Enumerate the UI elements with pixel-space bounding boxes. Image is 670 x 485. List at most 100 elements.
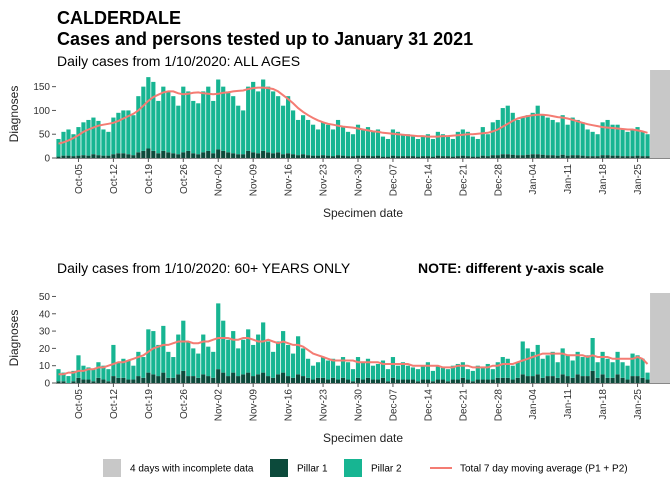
bar [345, 362, 351, 380]
panel-title: Daily cases from 1/10/2020: ALL AGES [57, 53, 300, 69]
bar [266, 376, 271, 383]
bar [360, 362, 366, 380]
bar [595, 156, 600, 158]
bar [301, 154, 306, 158]
bar [425, 156, 430, 158]
bar [136, 152, 141, 158]
bar [565, 155, 570, 158]
bar [66, 376, 71, 383]
bar [415, 369, 421, 382]
bar [600, 122, 605, 156]
bar [490, 122, 495, 156]
bar [101, 379, 106, 383]
bar [475, 365, 480, 380]
bar [251, 376, 256, 383]
bar [310, 155, 316, 158]
bar [226, 376, 231, 383]
moving-average-line [58, 86, 648, 145]
bar [281, 372, 286, 383]
bar [116, 377, 121, 383]
bar [590, 370, 595, 383]
bar [375, 129, 381, 156]
bar [605, 358, 610, 378]
bar [425, 379, 430, 383]
bar [530, 154, 535, 158]
bar [221, 150, 226, 158]
bar [271, 377, 276, 383]
bar [510, 154, 515, 158]
bar [620, 377, 625, 383]
bar [96, 362, 101, 378]
bar [445, 136, 450, 157]
bar [445, 156, 450, 158]
bar [565, 124, 570, 156]
bar [161, 325, 166, 373]
bar [500, 154, 505, 158]
bar [350, 134, 356, 157]
bar [81, 379, 86, 383]
bar [271, 351, 276, 378]
bar [261, 372, 266, 383]
bar [500, 377, 505, 383]
x-tick-label: Oct-12 [109, 164, 120, 194]
bar [291, 353, 296, 378]
bar [405, 134, 411, 157]
bar [206, 346, 211, 377]
bar [395, 379, 401, 383]
bar [595, 134, 600, 157]
bar [585, 129, 590, 157]
x-tick-label: Nov-23 [319, 389, 330, 422]
bar [550, 376, 555, 383]
bar [181, 152, 186, 158]
bar [241, 110, 246, 155]
x-tick-label: Oct-12 [109, 389, 120, 419]
bar [460, 129, 465, 156]
bar [201, 334, 206, 375]
bar [615, 351, 620, 375]
bar [455, 379, 460, 383]
bar [320, 377, 326, 383]
bar [380, 360, 386, 378]
bar [510, 379, 515, 383]
bar [600, 374, 605, 383]
bar [156, 376, 161, 383]
x-tick-label: Jan-25 [633, 389, 644, 420]
bar [440, 379, 445, 383]
bar [615, 124, 620, 156]
bar [555, 362, 560, 378]
bar [525, 154, 530, 158]
bar [535, 374, 540, 383]
bar [415, 138, 421, 157]
bar [385, 138, 391, 157]
bar [475, 379, 480, 383]
bar [330, 377, 336, 383]
bar [126, 110, 131, 155]
bar [565, 376, 570, 383]
bar [216, 303, 221, 370]
panel-title: Daily cases from 1/10/2020: 60+ YEARS ON… [57, 260, 351, 276]
bar [630, 156, 635, 158]
bar [450, 138, 455, 157]
bar [355, 357, 361, 378]
bar [66, 129, 71, 156]
bar [560, 115, 565, 155]
bar [151, 150, 156, 158]
bar [620, 156, 625, 158]
bar [226, 339, 231, 377]
x-tick-label: Oct-26 [179, 389, 190, 419]
bar [61, 155, 66, 158]
bar [370, 131, 376, 157]
bar [206, 86, 211, 151]
bar [460, 377, 465, 383]
bar [415, 156, 421, 158]
bar [276, 152, 281, 158]
x-tick-label: Jan-11 [563, 389, 574, 419]
bar [296, 374, 301, 383]
bar [71, 156, 76, 158]
bar [231, 331, 236, 373]
bar [186, 341, 191, 377]
bar [231, 96, 236, 154]
x-tick-label: Oct-05 [74, 389, 85, 419]
bar [520, 117, 525, 156]
bar [286, 344, 291, 377]
